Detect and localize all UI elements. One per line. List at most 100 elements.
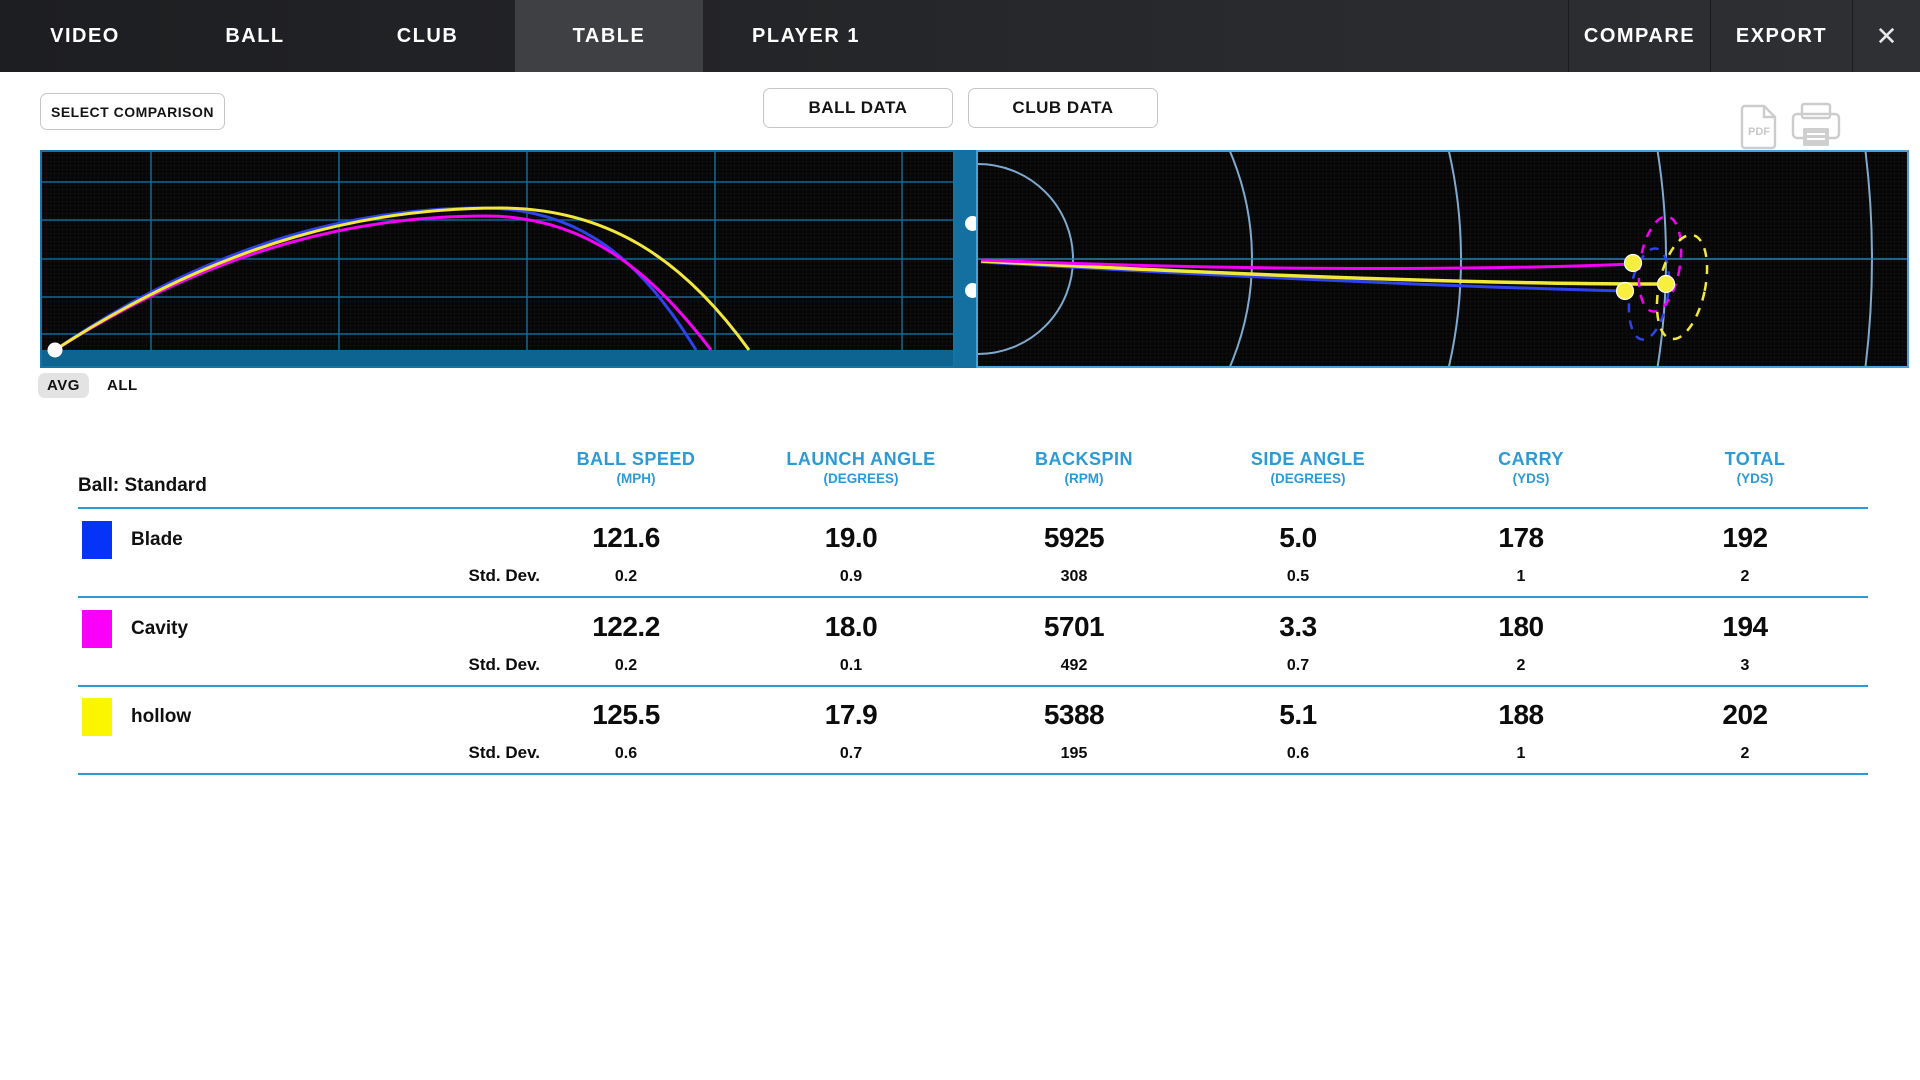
table-row-blade[interactable]: Blade 121.6 19.0 5925 5.0 178 192 Std. D… xyxy=(0,521,1920,610)
stddev-launch-angle: 0.9 xyxy=(839,568,863,585)
stddev-backspin: 492 xyxy=(1060,657,1088,674)
nav-spacer xyxy=(909,0,1568,72)
stddev-launch-angle: 0.7 xyxy=(839,745,863,762)
stddev-side-angle: 0.5 xyxy=(1286,568,1310,585)
col-unit: (MPH) xyxy=(616,470,656,486)
table-divider xyxy=(78,596,1868,598)
cell-launch-angle: 17.9 xyxy=(824,699,878,730)
club-data-label: CLUB DATA xyxy=(1012,98,1114,117)
avg-toggle-button[interactable]: AVG xyxy=(38,373,89,398)
pdf-icon-text: PDF xyxy=(1748,126,1770,138)
chart-split-divider[interactable] xyxy=(955,150,980,368)
dispersion-path-hollow xyxy=(980,259,1667,286)
all-toggle-button[interactable]: ALL xyxy=(98,373,147,398)
cell-total: 192 xyxy=(1722,522,1768,553)
stddev-backspin: 195 xyxy=(1060,745,1088,762)
stddev-total: 2 xyxy=(1740,745,1750,762)
top-nav-bar: VIDEO BALL CLUB TABLE PLAYER 1 COMPARE E… xyxy=(0,0,1920,72)
cell-carry: 188 xyxy=(1498,699,1544,730)
all-label: ALL xyxy=(107,377,138,394)
trajectory-side-view-chart[interactable] xyxy=(40,150,955,368)
std-dev-label: Std. Dev. xyxy=(468,566,540,585)
select-comparison-button[interactable]: SELECT COMPARISON xyxy=(40,93,225,130)
avg-label: AVG xyxy=(47,377,80,394)
pdf-export-icon[interactable]: PDF xyxy=(1740,104,1780,155)
launch-point-marker xyxy=(47,342,63,358)
col-label: TOTAL xyxy=(1724,449,1786,469)
tab-player-1[interactable]: PLAYER 1 xyxy=(703,0,909,72)
col-label: LAUNCH ANGLE xyxy=(786,449,936,469)
table-divider xyxy=(78,685,1868,687)
tab-video-label: VIDEO xyxy=(50,24,120,47)
stddev-ball-speed: 0.6 xyxy=(614,745,638,762)
export-button[interactable]: EXPORT xyxy=(1710,0,1852,72)
col-unit: (DEGREES) xyxy=(823,470,899,486)
compare-label: COMPARE xyxy=(1583,24,1696,47)
col-label: BACKSPIN xyxy=(1034,449,1133,469)
cell-side-angle: 5.0 xyxy=(1279,522,1317,553)
tab-club-label: CLUB xyxy=(396,24,459,47)
club-data-button[interactable]: CLUB DATA xyxy=(968,88,1158,128)
print-icon[interactable] xyxy=(1790,102,1842,155)
stddev-launch-angle: 0.1 xyxy=(839,657,863,674)
stddev-ball-speed: 0.2 xyxy=(614,657,638,674)
std-dev-label: Std. Dev. xyxy=(468,655,540,674)
column-header-carry: CARRY (YDS) xyxy=(1421,448,1641,487)
cell-total: 194 xyxy=(1722,611,1768,642)
ball-data-button[interactable]: BALL DATA xyxy=(763,88,953,128)
table-row-cavity[interactable]: Cavity 122.2 18.0 5701 3.3 180 194 Std. … xyxy=(0,610,1920,699)
cell-side-angle: 5.1 xyxy=(1279,699,1317,730)
col-label: BALL SPEED xyxy=(576,449,696,469)
stddev-carry: 2 xyxy=(1516,657,1526,674)
column-header-backspin: BACKSPIN (RPM) xyxy=(974,448,1194,487)
tab-ball-label: BALL xyxy=(225,24,285,47)
stddev-carry: 1 xyxy=(1516,745,1526,762)
cell-backspin: 5701 xyxy=(1043,611,1105,642)
cell-backspin: 5388 xyxy=(1043,699,1105,730)
landing-markers xyxy=(1615,253,1676,301)
cell-ball-speed: 122.2 xyxy=(592,611,660,642)
table-divider xyxy=(78,773,1868,775)
row-name: Cavity xyxy=(131,618,189,639)
col-label: SIDE ANGLE xyxy=(1250,449,1366,469)
col-unit: (DEGREES) xyxy=(1270,470,1346,486)
stddev-backspin: 308 xyxy=(1060,568,1088,585)
column-header-ball-speed: BALL SPEED (MPH) xyxy=(526,448,746,487)
tab-table[interactable]: TABLE xyxy=(515,0,703,72)
trajectory-hollow xyxy=(54,206,751,352)
cell-carry: 180 xyxy=(1498,611,1544,642)
close-icon: ✕ xyxy=(1875,20,1898,51)
column-header-launch-angle: LAUNCH ANGLE (DEGREES) xyxy=(751,448,971,487)
ball-group-label: Ball: Standard xyxy=(78,475,207,496)
tab-table-label: TABLE xyxy=(572,24,646,47)
stddev-ball-speed: 0.2 xyxy=(614,568,638,585)
stddev-total: 2 xyxy=(1740,568,1750,585)
compare-button[interactable]: COMPARE xyxy=(1568,0,1710,72)
select-comparison-label: SELECT COMPARISON xyxy=(50,103,215,120)
cell-backspin: 5925 xyxy=(1043,522,1105,553)
ground-bar xyxy=(42,350,953,366)
ball-data-label: BALL DATA xyxy=(808,98,908,117)
stddev-total: 3 xyxy=(1740,657,1750,674)
row-color-swatch xyxy=(82,610,112,648)
cell-ball-speed: 121.6 xyxy=(592,522,660,553)
cell-carry: 178 xyxy=(1498,522,1544,553)
row-color-swatch xyxy=(82,698,112,736)
dispersion-top-view-chart[interactable] xyxy=(976,150,1909,368)
std-dev-label: Std. Dev. xyxy=(468,743,540,762)
tab-club[interactable]: CLUB xyxy=(340,0,515,72)
row-name: hollow xyxy=(131,706,192,727)
cell-total: 202 xyxy=(1722,699,1768,730)
tab-video[interactable]: VIDEO xyxy=(0,0,170,72)
cell-launch-angle: 19.0 xyxy=(824,522,878,553)
column-header-side-angle: SIDE ANGLE (DEGREES) xyxy=(1198,448,1418,487)
close-button[interactable]: ✕ xyxy=(1852,0,1920,72)
stddev-side-angle: 0.6 xyxy=(1286,745,1310,762)
row-name: Blade xyxy=(131,529,183,550)
cell-launch-angle: 18.0 xyxy=(824,611,878,642)
tab-player-1-label: PLAYER 1 xyxy=(752,24,860,47)
table-row-hollow[interactable]: hollow 125.5 17.9 5388 5.1 188 202 Std. … xyxy=(0,698,1920,787)
column-header-total: TOTAL (YDS) xyxy=(1645,448,1865,487)
trajectory-cavity xyxy=(54,214,713,352)
tab-ball[interactable]: BALL xyxy=(170,0,340,72)
